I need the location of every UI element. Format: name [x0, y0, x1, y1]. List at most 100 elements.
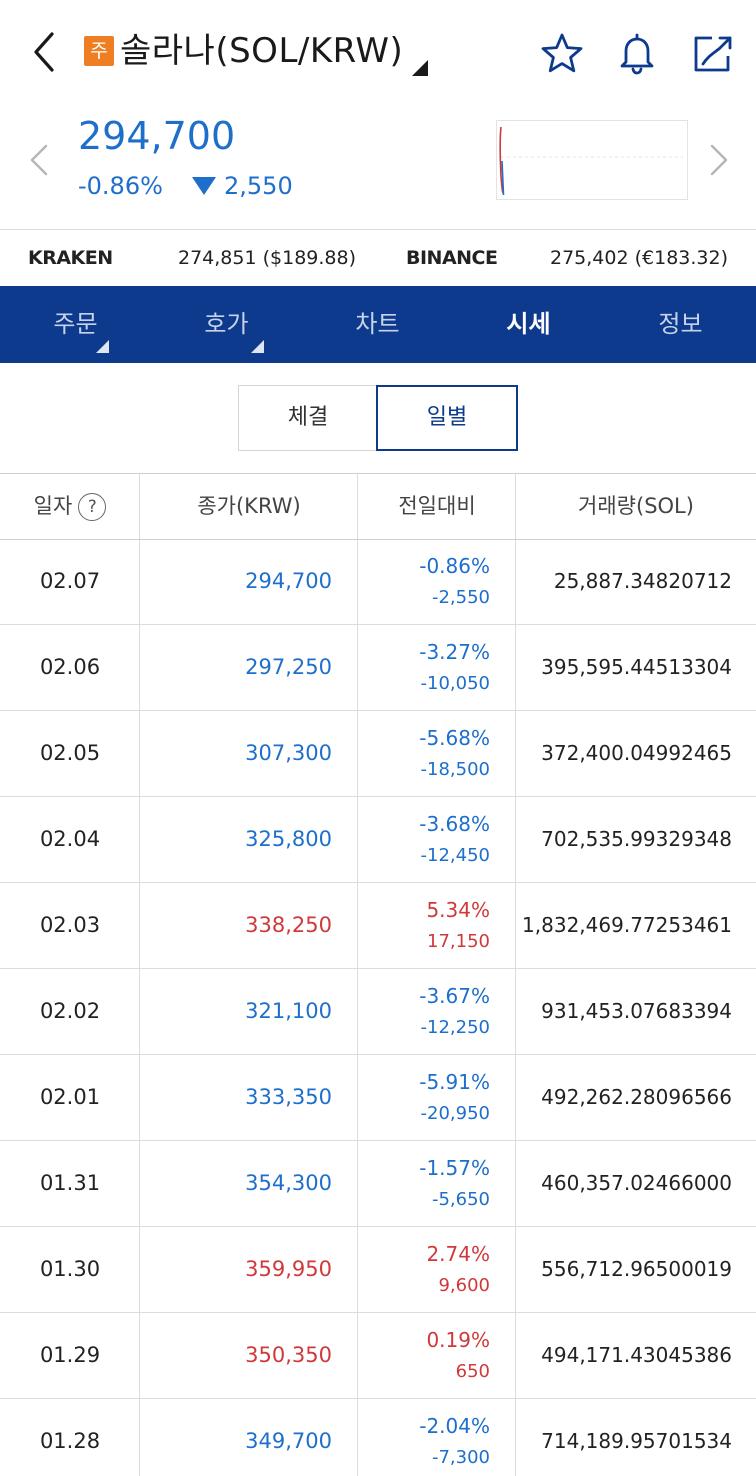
down-triangle-icon: [192, 177, 216, 195]
bell-icon: [620, 33, 654, 75]
prev-coin-button[interactable]: [28, 142, 50, 178]
row-volume: 395,595.44513304: [541, 655, 732, 679]
exchange-name-binance: BINANCE: [406, 247, 498, 269]
tab-order-dropdown-icon: [96, 340, 109, 353]
row-change-amount: -12,250: [420, 1017, 490, 1038]
change-percent: -0.86%: [78, 172, 163, 200]
row-volume: 494,171.43045386: [541, 1343, 732, 1367]
tab-info-label: 정보: [658, 310, 703, 338]
row-volume: 1,832,469.77253461: [522, 913, 732, 937]
title-dropdown-icon[interactable]: [412, 60, 428, 76]
row-close-price: 359,950: [245, 1257, 332, 1281]
table-row[interactable]: 02.01 333,350 -5.91% -20,950 492,262.2809656…: [0, 1054, 756, 1141]
row-change-amount: 650: [455, 1361, 490, 1382]
header-change: 전일대비: [398, 494, 476, 518]
header-date-label: 일자: [33, 494, 73, 518]
tab-market-price-label: 시세: [506, 310, 551, 338]
view-toggle: 체결 일별: [0, 363, 756, 473]
mini-price-chart[interactable]: [496, 120, 688, 200]
row-change-percent: -5.91%: [419, 1070, 490, 1094]
back-button[interactable]: [28, 28, 64, 76]
favorite-button[interactable]: [539, 30, 585, 76]
row-change-amount: -18,500: [420, 759, 490, 780]
column-divider: [139, 473, 140, 1476]
current-price: 294,700: [78, 114, 236, 158]
row-volume: 460,357.02466000: [541, 1171, 732, 1195]
row-date: 02.03: [39, 913, 101, 937]
exchange-name-kraken: KRAKEN: [28, 247, 113, 269]
table-row[interactable]: 02.06 297,250 -3.27% -10,050 395,595.4451330…: [0, 624, 756, 711]
row-change-percent: -5.68%: [419, 726, 490, 750]
next-coin-button[interactable]: [708, 142, 730, 178]
row-change-percent: -1.57%: [419, 1156, 490, 1180]
mini-chart-graphic: [499, 126, 683, 196]
row-volume: 25,887.34820712: [553, 569, 732, 593]
table-row[interactable]: 02.03 338,250 5.34% 17,150 1,832,469.7725346…: [0, 882, 756, 969]
segment-trades[interactable]: 체결: [238, 385, 377, 451]
tab-market-price[interactable]: 시세: [453, 286, 604, 363]
star-icon: [541, 33, 583, 73]
tab-orderbook[interactable]: 호가: [151, 286, 302, 363]
row-change-percent: -0.86%: [419, 554, 490, 578]
row-close-price: 349,700: [245, 1429, 332, 1453]
row-change-percent: -3.27%: [419, 640, 490, 664]
row-close-price: 307,300: [245, 741, 332, 765]
share-button[interactable]: [690, 30, 736, 76]
row-change-amount: -10,050: [420, 673, 490, 694]
header-close: 종가(KRW): [197, 494, 301, 518]
row-change-percent: -3.67%: [419, 984, 490, 1008]
row-volume: 714,189.95701534: [541, 1429, 732, 1453]
row-change-percent: -3.68%: [419, 812, 490, 836]
row-date: 01.29: [39, 1343, 101, 1367]
coin-title[interactable]: 솔라나(SOL/KRW): [120, 31, 404, 71]
share-icon: [694, 36, 732, 72]
tab-order[interactable]: 주문: [0, 286, 151, 363]
tab-chart[interactable]: 차트: [302, 286, 453, 363]
row-date: 01.30: [39, 1257, 101, 1281]
daily-price-table: 일자? 종가(KRW) 전일대비 거래량(SOL) 02.07 294,700 -0…: [0, 473, 756, 1476]
row-close-price: 294,700: [245, 569, 332, 593]
table-row[interactable]: 02.07 294,700 -0.86% -2,550 25,887.34820712: [0, 538, 756, 625]
segment-daily[interactable]: 일별: [376, 385, 518, 451]
tab-info[interactable]: 정보: [605, 286, 756, 363]
row-date: 01.31: [39, 1171, 101, 1195]
row-date: 02.05: [39, 741, 101, 765]
column-divider: [357, 473, 358, 1476]
alert-button[interactable]: [614, 30, 660, 76]
table-header: 일자? 종가(KRW) 전일대비 거래량(SOL): [0, 473, 756, 540]
chevron-left-icon: [34, 32, 54, 72]
change-amount: 2,550: [224, 172, 293, 200]
row-date: 02.01: [39, 1085, 101, 1109]
help-circle-icon[interactable]: ?: [78, 493, 107, 521]
table-row[interactable]: 01.30 359,950 2.74% 9,600 556,712.96500019: [0, 1226, 756, 1313]
table-row[interactable]: 02.02 321,100 -3.67% -12,250 931,453.0768339…: [0, 968, 756, 1055]
row-change-percent: 0.19%: [426, 1328, 490, 1352]
app-header: 주 솔라나(SOL/KRW): [0, 0, 756, 100]
price-summary: 294,700 -0.86% 2,550: [0, 100, 756, 230]
row-change-amount: -2,550: [431, 587, 490, 608]
table-row[interactable]: 01.28 349,700 -2.04% -7,300 714,189.95701534: [0, 1398, 756, 1476]
exchange-price-row: KRAKEN 274,851 ($189.88) BINANCE 275,402…: [0, 229, 756, 286]
table-row[interactable]: 01.31 354,300 -1.57% -5,650 460,357.02466000: [0, 1140, 756, 1227]
table-row[interactable]: 02.04 325,800 -3.68% -12,450 702,535.9932934…: [0, 796, 756, 883]
column-divider: [515, 473, 516, 1476]
row-change-amount: -5,650: [431, 1189, 490, 1210]
row-volume: 931,453.07683394: [541, 999, 732, 1023]
row-volume: 702,535.99329348: [541, 827, 732, 851]
tab-chart-label: 차트: [355, 310, 400, 338]
table-row[interactable]: 02.05 307,300 -5.68% -18,500 372,400.0499246…: [0, 710, 756, 797]
table-row[interactable]: 01.29 350,350 0.19% 650 494,171.43045386: [0, 1312, 756, 1399]
row-date: 02.04: [39, 827, 101, 851]
row-close-price: 325,800: [245, 827, 332, 851]
row-change-amount: 17,150: [427, 931, 490, 952]
exchange-value-binance: 275,402 (€183.32): [550, 247, 729, 269]
row-close-price: 297,250: [245, 655, 332, 679]
row-change-percent: 2.74%: [426, 1242, 490, 1266]
row-change-percent: 5.34%: [426, 898, 490, 922]
chevron-right-icon: [710, 144, 728, 176]
header-volume: 거래량(SOL): [578, 494, 694, 518]
row-date: 02.02: [39, 999, 101, 1023]
tab-orderbook-label: 호가: [204, 310, 249, 338]
exchange-value-kraken: 274,851 ($189.88): [178, 247, 357, 269]
row-close-price: 333,350: [245, 1085, 332, 1109]
